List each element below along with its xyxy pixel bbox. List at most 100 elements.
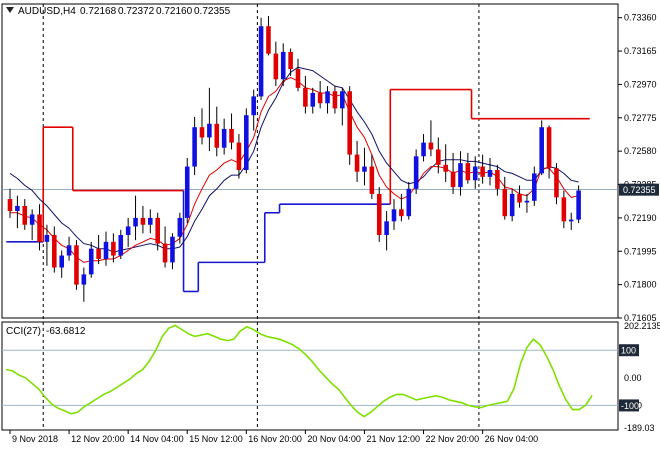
candle-body [22, 205, 28, 225]
candle-body [561, 197, 567, 222]
candle-body [266, 26, 271, 54]
candle-body [44, 235, 50, 242]
candle-body [103, 241, 109, 259]
candle-body [303, 87, 308, 107]
candle-body [66, 245, 72, 256]
candle-body [133, 217, 138, 227]
candle-body [148, 217, 153, 225]
candle-body [465, 163, 471, 181]
cci-tick-label: 0.00 [624, 373, 642, 383]
candle-body [111, 241, 116, 256]
time-tick-label: 15 Nov 12:00 [189, 434, 243, 444]
ohlc-low: 0.72160 [156, 6, 193, 17]
current-price-label: 0.72355 [623, 185, 656, 195]
candle-body [258, 26, 264, 97]
price-tick-label: 0.72190 [624, 213, 657, 223]
candle-body [450, 171, 456, 188]
candle-body [221, 128, 227, 148]
down-triangle-icon [6, 7, 14, 13]
candle-body [244, 115, 249, 170]
cci-line [5, 324, 593, 418]
candle-body [251, 96, 256, 116]
candle-body [177, 217, 183, 237]
price-tick-label: 0.73360 [624, 13, 657, 23]
cci-header: CCI(27) -63.6812 [6, 326, 86, 337]
cci-pane-frame [1, 321, 619, 431]
candle-body [458, 163, 463, 188]
price-tick-label: 0.73165 [624, 46, 657, 56]
candle-body [340, 91, 345, 109]
current-price-badge [619, 183, 659, 196]
candle-body [74, 245, 79, 285]
price-tick-label: 0.72580 [624, 146, 657, 156]
candle-body [502, 188, 508, 217]
candle-body [406, 188, 412, 217]
candle-body [295, 69, 301, 88]
price-tick-label: 0.71995 [624, 246, 657, 256]
candle-body [436, 149, 441, 165]
candle-body [288, 51, 293, 70]
candle-body [399, 209, 404, 217]
candle-body [332, 91, 338, 109]
candle-body [546, 127, 552, 169]
candle-body [229, 128, 234, 143]
candle-body [162, 243, 168, 263]
cci-level-badge [619, 399, 639, 412]
candle-body [487, 169, 493, 177]
time-tick-label: 26 Nov 04:00 [485, 434, 539, 444]
candle-body [472, 166, 478, 181]
candle-body [480, 166, 485, 177]
candle-body [576, 190, 581, 220]
cci-indicator-label: CCI(27) [6, 326, 41, 337]
candle-body [125, 226, 131, 236]
price-tick-label: 0.71800 [624, 280, 657, 290]
time-tick-label: 14 Nov 04:00 [130, 434, 184, 444]
candle-body [384, 221, 389, 236]
symbol-label: AUDUSD,H4 [18, 6, 76, 17]
candle-body [207, 123, 212, 138]
candle-body [310, 92, 316, 107]
candle-body [317, 92, 323, 104]
candle-body [7, 199, 13, 212]
candle-body [192, 127, 197, 167]
price-tick-label: 0.72775 [624, 113, 657, 123]
candle-body [347, 91, 352, 155]
candle-body [199, 127, 205, 138]
candle-body [325, 91, 330, 104]
candle-body [29, 214, 35, 225]
candle-body [59, 255, 64, 268]
price-tick-label: 0.72970 [624, 79, 657, 89]
cci-tick-label: 202.2135 [624, 321, 660, 331]
candle-body [391, 209, 397, 222]
candle-body [376, 193, 382, 236]
time-tick-label: 21 Nov 12:00 [366, 434, 420, 444]
candle-body [509, 193, 515, 217]
candle-body [170, 236, 175, 263]
candle-body [568, 219, 574, 222]
main-pane-frame [1, 3, 619, 319]
candle-body [214, 123, 220, 148]
candle-body [15, 205, 20, 212]
candle-body [184, 166, 190, 218]
ohlc-high: 0.72372 [118, 6, 155, 17]
candle-body [421, 142, 426, 157]
candle-body [413, 156, 419, 189]
cci-level-badge [619, 344, 639, 357]
price-tick-label: 0.71605 [624, 313, 657, 323]
candle-body [140, 217, 146, 225]
time-tick-label: 9 Nov 2018 [12, 434, 58, 444]
candle-body [524, 200, 530, 203]
time-tick-label: 12 Nov 20:00 [71, 434, 125, 444]
candle-body [81, 274, 87, 285]
candle-body [495, 169, 500, 189]
candle-body [52, 235, 57, 268]
candle-body [443, 164, 448, 172]
candle-body [280, 51, 286, 80]
ohlc-open: 0.72168 [80, 6, 117, 17]
candle-body [236, 142, 242, 170]
candle-body [354, 154, 360, 172]
candle-body [539, 127, 544, 174]
